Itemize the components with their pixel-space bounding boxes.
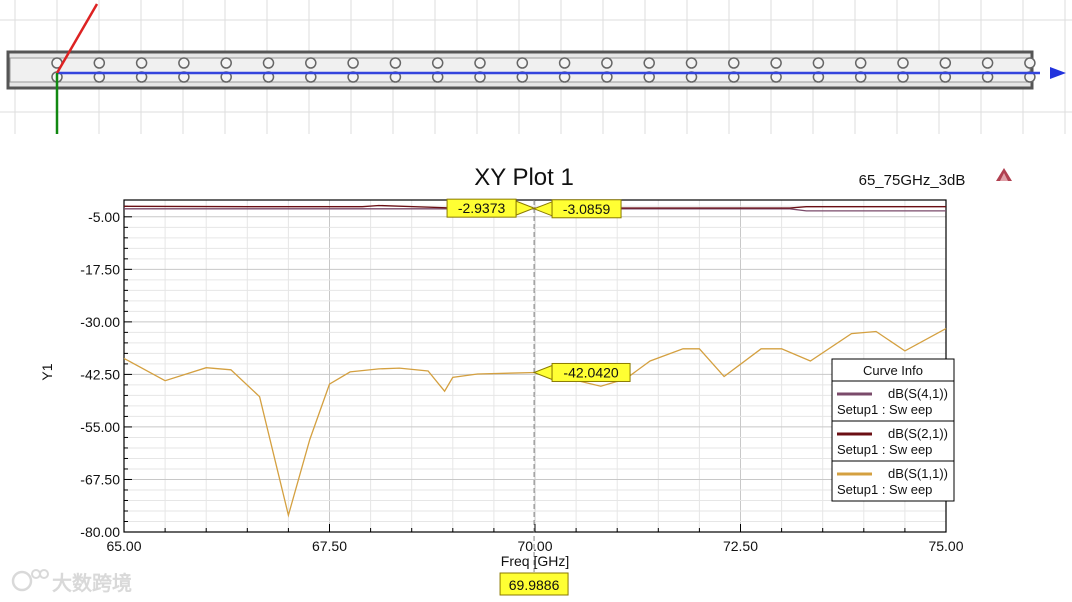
via-hole: [854, 57, 867, 69]
legend-entry-name: dB(S(1,1)): [888, 466, 948, 481]
via-hole: [516, 57, 529, 69]
x-axis-arrow-icon: [1050, 67, 1066, 79]
y-tick-label: -30.00: [80, 314, 120, 330]
grid: [123, 200, 947, 533]
ansys-logo-icon: [996, 168, 1012, 181]
via-hole: [474, 57, 486, 69]
y-tick-label: -67.50: [80, 471, 120, 487]
via-hole: [347, 57, 359, 69]
via-hole: [389, 57, 402, 69]
legend-entry-name: dB(S(4,1)): [888, 386, 948, 401]
via-hole: [1024, 57, 1036, 69]
via-hole: [220, 57, 232, 69]
y-tick-label: -42.50: [80, 366, 120, 382]
marker-label: -2.9373: [458, 200, 506, 216]
x-tick-label: 65.00: [106, 538, 141, 554]
y-tick-label: -17.50: [80, 261, 120, 277]
geometry-model-view: [0, 0, 1072, 134]
xy-plot: XY Plot 1 65_75GHz_3dB 65.00 67.50 70.00 72…: [11, 164, 1012, 596]
marker-x-label: 69.9886: [509, 577, 560, 593]
x-axis-label: Freq [GHz]: [501, 553, 569, 569]
series-line-dBS11[interactable]: [123, 328, 947, 518]
legend-entry-sub: Setup1 : Sw eep: [837, 442, 932, 457]
watermark: 大数跨境: [11, 569, 132, 595]
via-hole: [135, 57, 148, 69]
via-hole: [897, 57, 909, 69]
chart-subtitle: 65_75GHz_3dB: [859, 172, 966, 189]
marker-pointer: [515, 200, 536, 216]
via-holes: [51, 57, 1036, 83]
via-hole: [93, 57, 106, 69]
via-hole: [558, 57, 571, 69]
legend-entry-sub: Setup1 : Sw eep: [837, 482, 932, 497]
y-axis-label: Y1: [39, 363, 55, 380]
legend-box: [831, 358, 955, 502]
via-hole: [431, 57, 444, 69]
marker-label-box[interactable]: [446, 198, 517, 218]
via-hole: [643, 57, 655, 69]
marker-pointer: [532, 201, 553, 217]
via-hole: [939, 57, 952, 69]
chart-title: XY Plot 1: [474, 164, 574, 191]
via-hole: [601, 57, 613, 69]
via-hole: [262, 57, 275, 69]
x-tick-label: 72.50: [723, 538, 758, 554]
x-tick-label: 75.00: [928, 538, 963, 554]
via-hole: [685, 57, 698, 69]
via-hole: [770, 57, 782, 69]
y-tick-label: -80.00: [80, 524, 120, 540]
marker-label: -3.0859: [563, 201, 611, 217]
axes: 65.00 67.50 70.00 72.50 75.00 -5.00 -17.50 -30.…: [80, 199, 964, 554]
marker-x-box[interactable]: [499, 572, 569, 596]
x-tick-label: 67.50: [312, 538, 347, 554]
via-hole: [728, 57, 740, 69]
y-tick-label: -55.00: [80, 419, 120, 435]
watermark-text: 大数跨境: [52, 571, 132, 595]
legend-entry-sub: Setup1 : Sw eep: [837, 402, 932, 417]
via-hole: [812, 57, 825, 69]
y-tick-label: -5.00: [88, 209, 120, 225]
legend-entry-name: dB(S(2,1)): [888, 426, 948, 441]
markers: -2.9373 -3.0859 -42.0420 69.9886: [446, 198, 631, 596]
marker-label-box[interactable]: [551, 199, 622, 219]
via-hole: [305, 57, 317, 69]
marker-label: -42.0420: [563, 364, 618, 380]
y-axis-line: [55, 3, 99, 74]
via-hole: [981, 57, 994, 69]
marker-label-box[interactable]: [551, 362, 631, 382]
legend-title: Curve Info: [863, 363, 923, 378]
marker-pointer: [532, 364, 553, 381]
via-hole: [178, 57, 190, 69]
x-tick-label: 70.00: [517, 538, 552, 554]
